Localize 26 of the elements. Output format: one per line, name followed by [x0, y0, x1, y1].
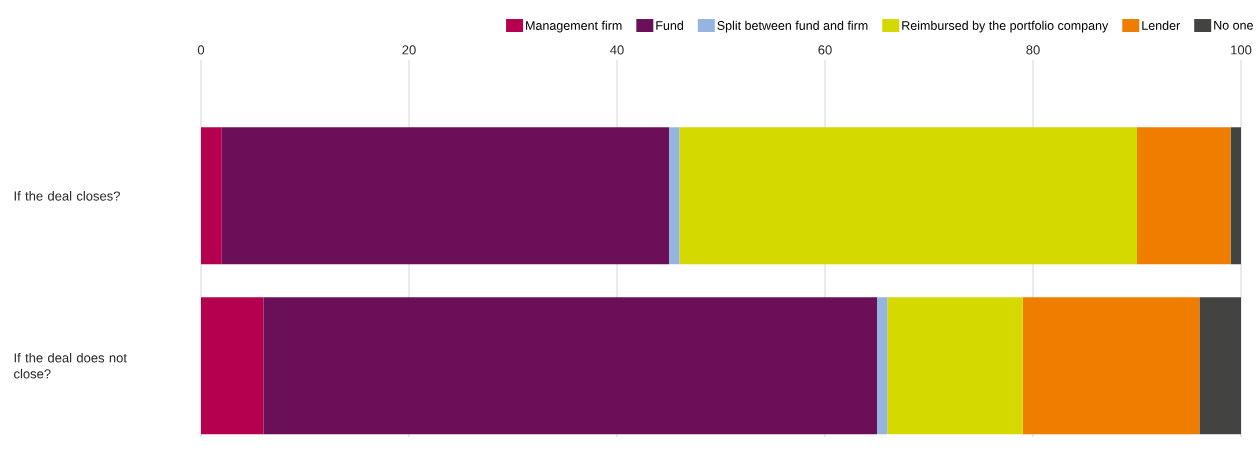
bar [1137, 127, 1231, 265]
x-tick-label: 0 [197, 45, 205, 55]
x-tick-label: 100 [1231, 45, 1252, 55]
bar [887, 297, 1023, 435]
legend-label: Split between fund and firm [717, 20, 868, 33]
bar [1022, 297, 1200, 435]
x-tick-label: 20 [402, 45, 416, 55]
bar [263, 297, 878, 435]
bar [1199, 297, 1242, 435]
y-tick-label: If the deal does not close? [14, 352, 127, 379]
x-tick-label: 60 [818, 45, 832, 55]
bar [201, 297, 264, 435]
bar [221, 127, 669, 265]
legend-label: Fund [656, 20, 683, 30]
x-tick-label: 80 [1026, 45, 1040, 55]
legend-label: Reimbursed by the portfolio company [902, 20, 1109, 33]
legend-label: Management firm [526, 20, 622, 33]
bar [679, 127, 1138, 265]
y-tick-label: If the deal closes? [14, 191, 120, 201]
bar [1230, 127, 1242, 265]
bar [201, 127, 222, 265]
legend-label: No one [1214, 20, 1253, 30]
x-tick-label: 40 [610, 45, 624, 55]
bar [669, 127, 680, 265]
bar [877, 297, 888, 435]
legend-label: Lender [1142, 20, 1180, 30]
